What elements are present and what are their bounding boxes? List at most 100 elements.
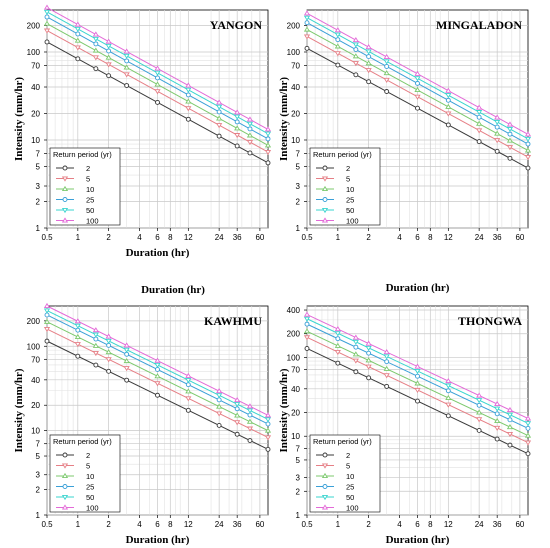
data-point-100 <box>506 406 514 413</box>
legend-entry-10: 10 <box>86 472 94 481</box>
data-point-100 <box>414 70 421 76</box>
legend-marker-25 <box>62 197 68 202</box>
data-point-50 <box>476 110 483 116</box>
data-point-5 <box>74 342 81 348</box>
legend-entry-10: 10 <box>346 472 354 481</box>
data-point-5 <box>123 366 130 372</box>
data-point-10 <box>383 70 390 76</box>
data-point-2 <box>525 451 531 457</box>
data-point-50 <box>123 53 130 59</box>
legend-box <box>309 434 381 513</box>
data-point-2 <box>304 45 310 51</box>
data-point-100 <box>365 340 372 346</box>
x-axis-label: Duration (hr) <box>126 534 190 546</box>
data-point-100 <box>234 396 241 403</box>
data-point-50 <box>234 114 241 120</box>
data-point-10 <box>352 53 359 59</box>
data-point-50 <box>303 316 311 322</box>
station-title: THONGWA <box>458 314 522 328</box>
legend-entry-100: 100 <box>346 504 359 513</box>
legend-marker-5 <box>61 463 69 469</box>
y-tick-label: 3 <box>296 473 301 482</box>
data-point-50 <box>216 393 223 399</box>
data-point-25 <box>265 421 271 427</box>
data-point-50 <box>74 323 81 329</box>
data-point-25 <box>234 406 240 412</box>
legend-box <box>49 147 121 226</box>
data-point-10 <box>445 103 452 109</box>
data-point-25 <box>75 31 81 37</box>
legend-marker-5 <box>321 463 329 469</box>
y-tick-label: 2 <box>296 198 301 207</box>
legend-marker-2 <box>62 452 68 458</box>
legend-marker-10 <box>61 472 69 479</box>
data-point-25 <box>525 141 531 147</box>
y-tick-label: 10 <box>31 136 40 145</box>
legend-entry-2: 2 <box>86 451 90 460</box>
data-point-25 <box>44 14 50 20</box>
data-point-10 <box>264 142 272 148</box>
data-point-25 <box>304 20 310 26</box>
data-point-2 <box>353 369 359 375</box>
x-tick-label: 6 <box>155 520 160 529</box>
legend-entry-5: 5 <box>346 175 350 184</box>
data-point-100 <box>92 31 99 37</box>
legend-entry-50: 50 <box>86 493 94 502</box>
data-point-2 <box>494 436 500 442</box>
x-tick-label: 1 <box>76 520 81 529</box>
x-tick-label: 8 <box>428 520 433 529</box>
legend-marker-50 <box>61 494 69 501</box>
data-point-50 <box>246 408 254 414</box>
data-point-25 <box>247 412 253 418</box>
data-point-100 <box>414 363 421 369</box>
legend-box <box>309 147 381 226</box>
standalone-x-axis-label: Duration (hr) <box>141 284 205 296</box>
data-point-5 <box>334 51 341 57</box>
data-point-5 <box>303 34 311 40</box>
x-tick-label: 0.5 <box>301 520 313 529</box>
y-tick-label: 1 <box>36 224 41 233</box>
data-point-2 <box>93 362 99 368</box>
y-tick-label: 3 <box>296 182 301 191</box>
data-point-2 <box>384 383 390 389</box>
y-tick-label: 70 <box>291 62 300 71</box>
y-tick-label: 2 <box>36 486 41 495</box>
x-tick-label: 12 <box>184 233 193 242</box>
data-point-25 <box>247 126 253 132</box>
y-axis-label: Intensity (mm/hr) <box>278 368 290 452</box>
data-point-100 <box>303 10 311 16</box>
y-tick-label: 40 <box>291 83 300 92</box>
y-tick-label: 1 <box>296 224 301 233</box>
y-tick-label: 100 <box>287 48 301 57</box>
data-point-100 <box>246 403 254 409</box>
legend-marker-100 <box>321 217 329 223</box>
data-point-2 <box>44 338 50 344</box>
data-point-25 <box>185 382 191 388</box>
x-tick-label: 1 <box>76 233 81 242</box>
legend-entry-100: 100 <box>86 504 99 513</box>
legend-title: Return period (yr) <box>313 150 372 159</box>
legend-entry-2: 2 <box>86 164 90 173</box>
data-point-10 <box>246 132 254 138</box>
data-point-100 <box>123 48 130 54</box>
data-point-100 <box>352 37 359 43</box>
data-point-50 <box>43 9 51 16</box>
x-tick-label: 24 <box>475 233 484 242</box>
data-point-25 <box>445 97 451 103</box>
data-point-5 <box>506 431 514 438</box>
data-point-5 <box>524 155 532 161</box>
x-axis-label: Duration (hr) <box>386 282 450 294</box>
data-point-2 <box>445 122 451 128</box>
data-point-10 <box>303 26 311 32</box>
data-point-10 <box>216 403 223 409</box>
data-point-10 <box>185 98 192 104</box>
data-point-25 <box>494 124 500 130</box>
data-point-2 <box>124 83 130 88</box>
data-point-100 <box>264 126 272 132</box>
data-point-100 <box>264 412 272 418</box>
data-point-10 <box>494 417 501 424</box>
data-point-10 <box>43 20 51 26</box>
data-point-50 <box>494 406 501 412</box>
data-point-25 <box>265 136 271 142</box>
legend-entry-25: 25 <box>346 196 354 205</box>
